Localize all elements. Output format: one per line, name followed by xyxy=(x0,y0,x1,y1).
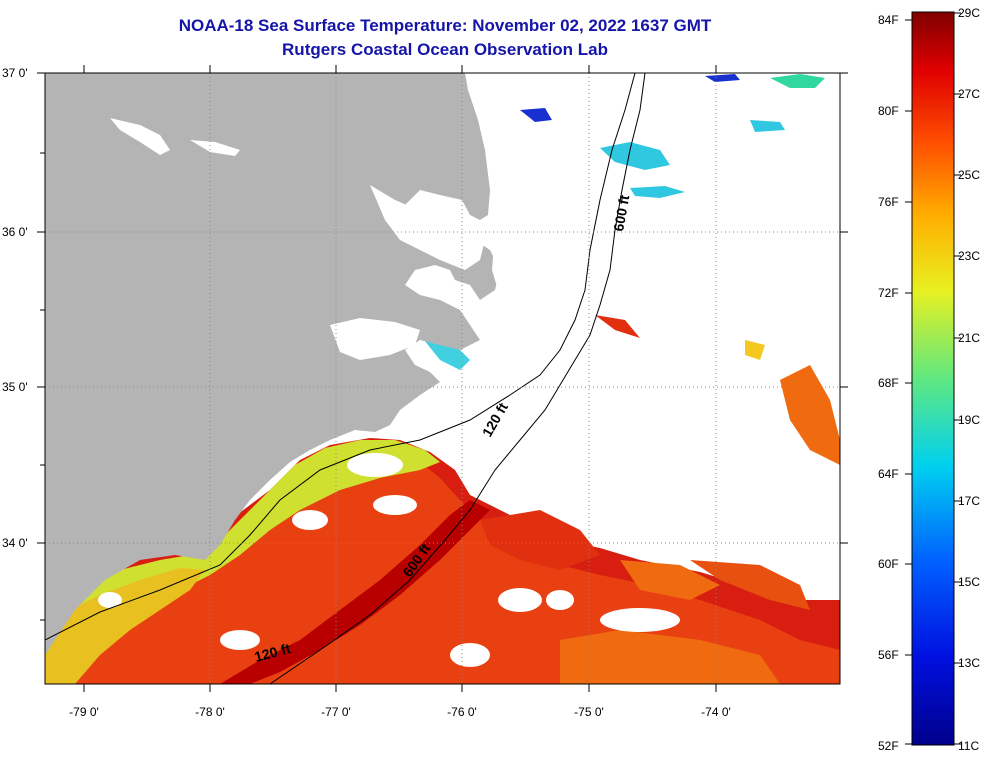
map-title: NOAA-18 Sea Surface Temperature: Novembe… xyxy=(178,16,712,35)
map-subtitle: Rutgers Coastal Ocean Observation Lab xyxy=(282,40,608,59)
colorbar-c-label: 15C xyxy=(958,575,980,589)
colorbar-c-label: 29C xyxy=(958,6,980,20)
colorbar-f-label: 64F xyxy=(878,467,899,481)
sound-water xyxy=(370,185,485,270)
colorbar-f-label: 84F xyxy=(878,13,899,27)
colorbar-c-label: 13C xyxy=(958,656,980,670)
colorbar-f-label: 56F xyxy=(878,648,899,662)
lat-label: 36 0' xyxy=(2,225,28,239)
colorbar-c-label: 19C xyxy=(958,413,980,427)
colorbar-c-label: 17C xyxy=(958,494,980,508)
colorbar-f-label: 76F xyxy=(878,195,899,209)
lat-label: 37 0' xyxy=(2,66,28,80)
lon-label: -78 0' xyxy=(195,705,225,719)
lon-label: -75 0' xyxy=(574,705,604,719)
colorbar-c-label: 27C xyxy=(958,87,980,101)
lon-label: -77 0' xyxy=(321,705,351,719)
contour-label-600ft-north: 600 ft xyxy=(610,193,632,232)
contour-120ft xyxy=(45,73,636,641)
pamlico-water xyxy=(330,318,420,360)
colorbar-f-label: 72F xyxy=(878,286,899,300)
colorbar-f-label: 68F xyxy=(878,376,899,390)
lat-label: 34 0' xyxy=(2,536,28,550)
colorbar-c-label: 11C xyxy=(958,739,979,753)
colorbar-c-label: 23C xyxy=(958,249,980,263)
colorbar-f-label: 60F xyxy=(878,557,899,571)
river-inlet-2 xyxy=(190,140,240,156)
grid xyxy=(45,73,840,684)
colorbar xyxy=(911,11,955,746)
colorbar-c-label: 21C xyxy=(958,331,980,345)
colorbar-f-label: 80F xyxy=(878,104,899,118)
sound-east xyxy=(490,210,515,290)
contour-600ft xyxy=(269,73,646,684)
lat-label: 35 0' xyxy=(2,380,28,394)
lon-label: -76 0' xyxy=(447,705,477,719)
colorbar-ticks xyxy=(905,12,961,745)
sst-data-layer xyxy=(45,74,840,684)
axis-ticks xyxy=(37,65,848,692)
river-inlet xyxy=(110,118,170,155)
lon-label: -74 0' xyxy=(701,705,731,719)
map-border xyxy=(44,72,841,685)
lon-label: -79 0' xyxy=(69,705,99,719)
colorbar-c-label: 25C xyxy=(958,168,980,182)
colorbar-f-label: 52F xyxy=(878,739,899,753)
